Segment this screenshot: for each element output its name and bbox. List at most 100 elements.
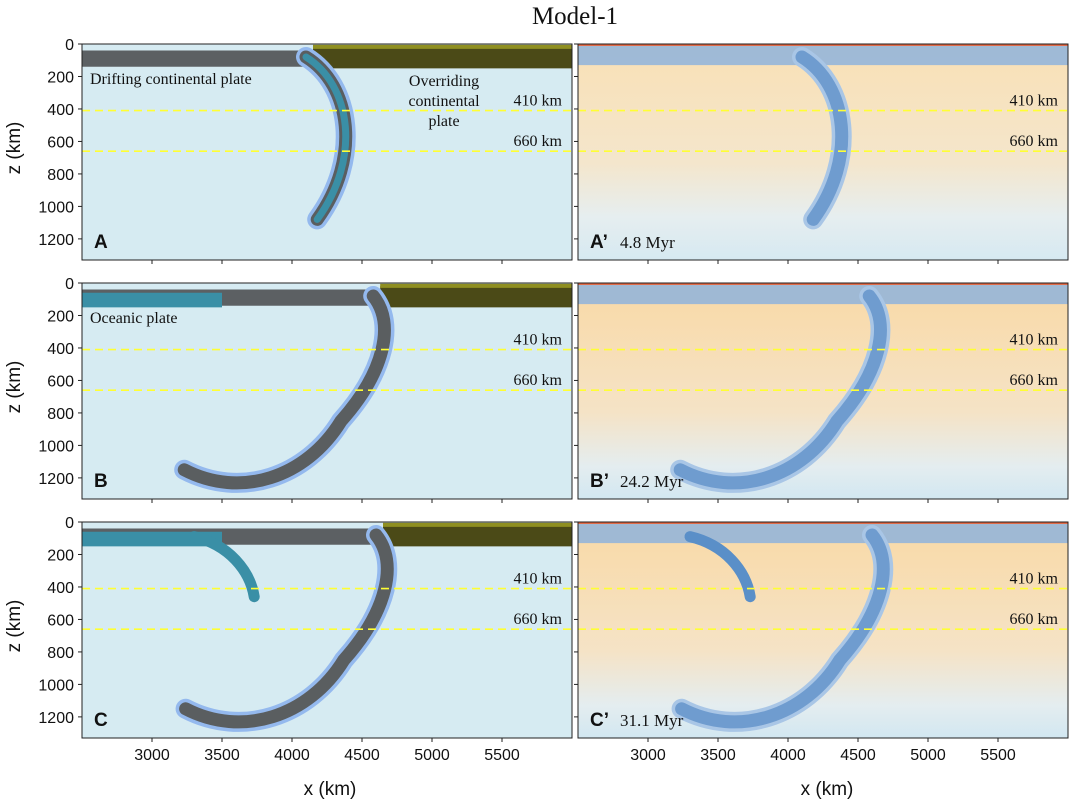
y-tick-label: 1000 xyxy=(38,677,74,694)
panel-label: B xyxy=(94,471,108,492)
y-tick-label: 800 xyxy=(47,645,74,662)
y-tick-label: 1200 xyxy=(38,710,74,727)
y-tick-label: 1200 xyxy=(38,232,74,249)
panel-label: A’ xyxy=(590,232,608,253)
panel-cprime: 410 km 660 km C’ 31.1 Myr 3000 3500 4000 4500 50… xyxy=(574,521,1069,764)
overriding-plate xyxy=(380,286,572,308)
depth-label-410: 410 km xyxy=(1010,571,1059,588)
y-tick-label: 400 xyxy=(47,102,74,119)
cold-lithosphere xyxy=(578,284,1068,305)
overriding-plate xyxy=(383,525,572,547)
x-tick-label: 4500 xyxy=(840,747,876,764)
y-tick-label: 400 xyxy=(47,580,74,597)
y-tick-label: 600 xyxy=(47,612,74,629)
y-axis-label-row-2: z (km) xyxy=(4,361,25,414)
panel-time: 31.1 Myr xyxy=(620,711,684,730)
overriding-plate-top xyxy=(380,283,572,288)
y-axis-label-row-3: z (km) xyxy=(4,600,25,653)
panel-label: B’ xyxy=(590,471,609,492)
subducting-slab xyxy=(675,528,890,729)
x-tick-label: 4000 xyxy=(770,747,806,764)
depth-label-660: 660 km xyxy=(1010,611,1059,628)
annotation-overriding-plate: plate xyxy=(428,113,459,130)
y-tick-label: 200 xyxy=(47,308,74,325)
panel-label: A xyxy=(94,232,108,253)
y-tick-label: 800 xyxy=(47,167,74,184)
x-tick-label: 5000 xyxy=(910,747,946,764)
x-tick-label: 3000 xyxy=(630,747,666,764)
oceanic-plate xyxy=(82,531,222,547)
y-tick-label: 1200 xyxy=(38,471,74,488)
y-tick-label: 0 xyxy=(65,276,74,293)
panel-c: 410 km 660 km C 0 200 400 600 800 1000 1200 3000 35… xyxy=(38,515,573,764)
y-tick-label: 0 xyxy=(65,515,74,532)
panel-frame xyxy=(81,282,573,500)
x-tick-label: 5000 xyxy=(414,747,450,764)
mantle-background xyxy=(82,283,572,499)
subducting-slab xyxy=(177,289,391,490)
annotation-drifting-continental-plate: Drifting continental plate xyxy=(90,71,252,88)
depth-label-410: 410 km xyxy=(1010,93,1059,110)
depth-label-410: 410 km xyxy=(514,571,563,588)
annotation-overriding-plate: Overriding xyxy=(409,73,479,90)
x-tick-label: 5500 xyxy=(484,747,520,764)
annotation-oceanic-plate: Oceanic plate xyxy=(90,310,178,327)
figure-title: Model-1 xyxy=(532,3,618,30)
surface-layer xyxy=(578,283,1068,285)
panel-frame xyxy=(81,43,573,261)
y-tick-label: 600 xyxy=(47,134,74,151)
surface-layer xyxy=(578,522,1068,524)
cold-lithosphere xyxy=(578,523,1068,544)
panel-b: 410 km 660 km B Oceanic plate 0 200 400 600 800 1… xyxy=(38,276,573,503)
temperature-background xyxy=(578,283,1068,499)
panel-label: C xyxy=(94,710,108,731)
y-tick-label: 200 xyxy=(47,547,74,564)
depth-label-660: 660 km xyxy=(1010,372,1059,389)
depth-label-410: 410 km xyxy=(1010,332,1059,349)
y-tick-label: 800 xyxy=(47,406,74,423)
panel-aprime: 410 km 660 km A’ 4.8 Myr xyxy=(574,43,1069,264)
depth-label-660: 660 km xyxy=(514,611,563,628)
y-tick-label: 1000 xyxy=(38,199,74,216)
x-axis-label-right: x (km) xyxy=(801,779,854,800)
panel-frame xyxy=(577,282,1069,500)
y-axis-label-row-1: z (km) xyxy=(4,122,25,175)
overriding-plate-top xyxy=(383,522,572,527)
drifting-plate xyxy=(82,50,309,67)
panel-bprime: 410 km 660 km B’ 24.2 Myr xyxy=(574,282,1069,503)
depth-label-410: 410 km xyxy=(514,332,563,349)
x-tick-label: 5500 xyxy=(980,747,1016,764)
panel-frame xyxy=(577,43,1069,261)
depth-label-410: 410 km xyxy=(514,93,563,110)
panel-time: 4.8 Myr xyxy=(620,233,675,252)
y-tick-label: 400 xyxy=(47,341,74,358)
y-tick-label: 600 xyxy=(47,373,74,390)
y-tick-label: 0 xyxy=(65,37,74,54)
subducting-slab xyxy=(795,50,849,226)
x-tick-label: 3000 xyxy=(134,747,170,764)
panel-label: C’ xyxy=(590,710,609,731)
x-axis-label-left: x (km) xyxy=(304,779,357,800)
mantle-background xyxy=(82,522,572,738)
overriding-plate xyxy=(313,47,572,69)
subducting-slab xyxy=(179,528,394,729)
panel-time: 24.2 Myr xyxy=(620,472,684,491)
x-tick-label: 3500 xyxy=(204,747,240,764)
depth-label-660: 660 km xyxy=(514,372,563,389)
x-tick-label: 4000 xyxy=(274,747,310,764)
oceanic-plate xyxy=(82,292,222,308)
slab-core xyxy=(302,53,350,223)
temperature-background xyxy=(578,522,1068,738)
panel-a: 410 km 660 km A Drifting continental plate O… xyxy=(38,37,573,264)
annotation-overriding-plate: continental xyxy=(408,93,480,110)
overriding-plate-top xyxy=(313,44,572,49)
surface-layer xyxy=(578,44,1068,46)
panel-frame xyxy=(577,521,1069,739)
x-tick-label: 4500 xyxy=(344,747,380,764)
x-tick-label: 3500 xyxy=(700,747,736,764)
panel-frame xyxy=(81,521,573,739)
depth-label-660: 660 km xyxy=(514,133,563,150)
subducting-slab xyxy=(673,289,887,490)
cold-lithosphere xyxy=(578,45,1068,66)
